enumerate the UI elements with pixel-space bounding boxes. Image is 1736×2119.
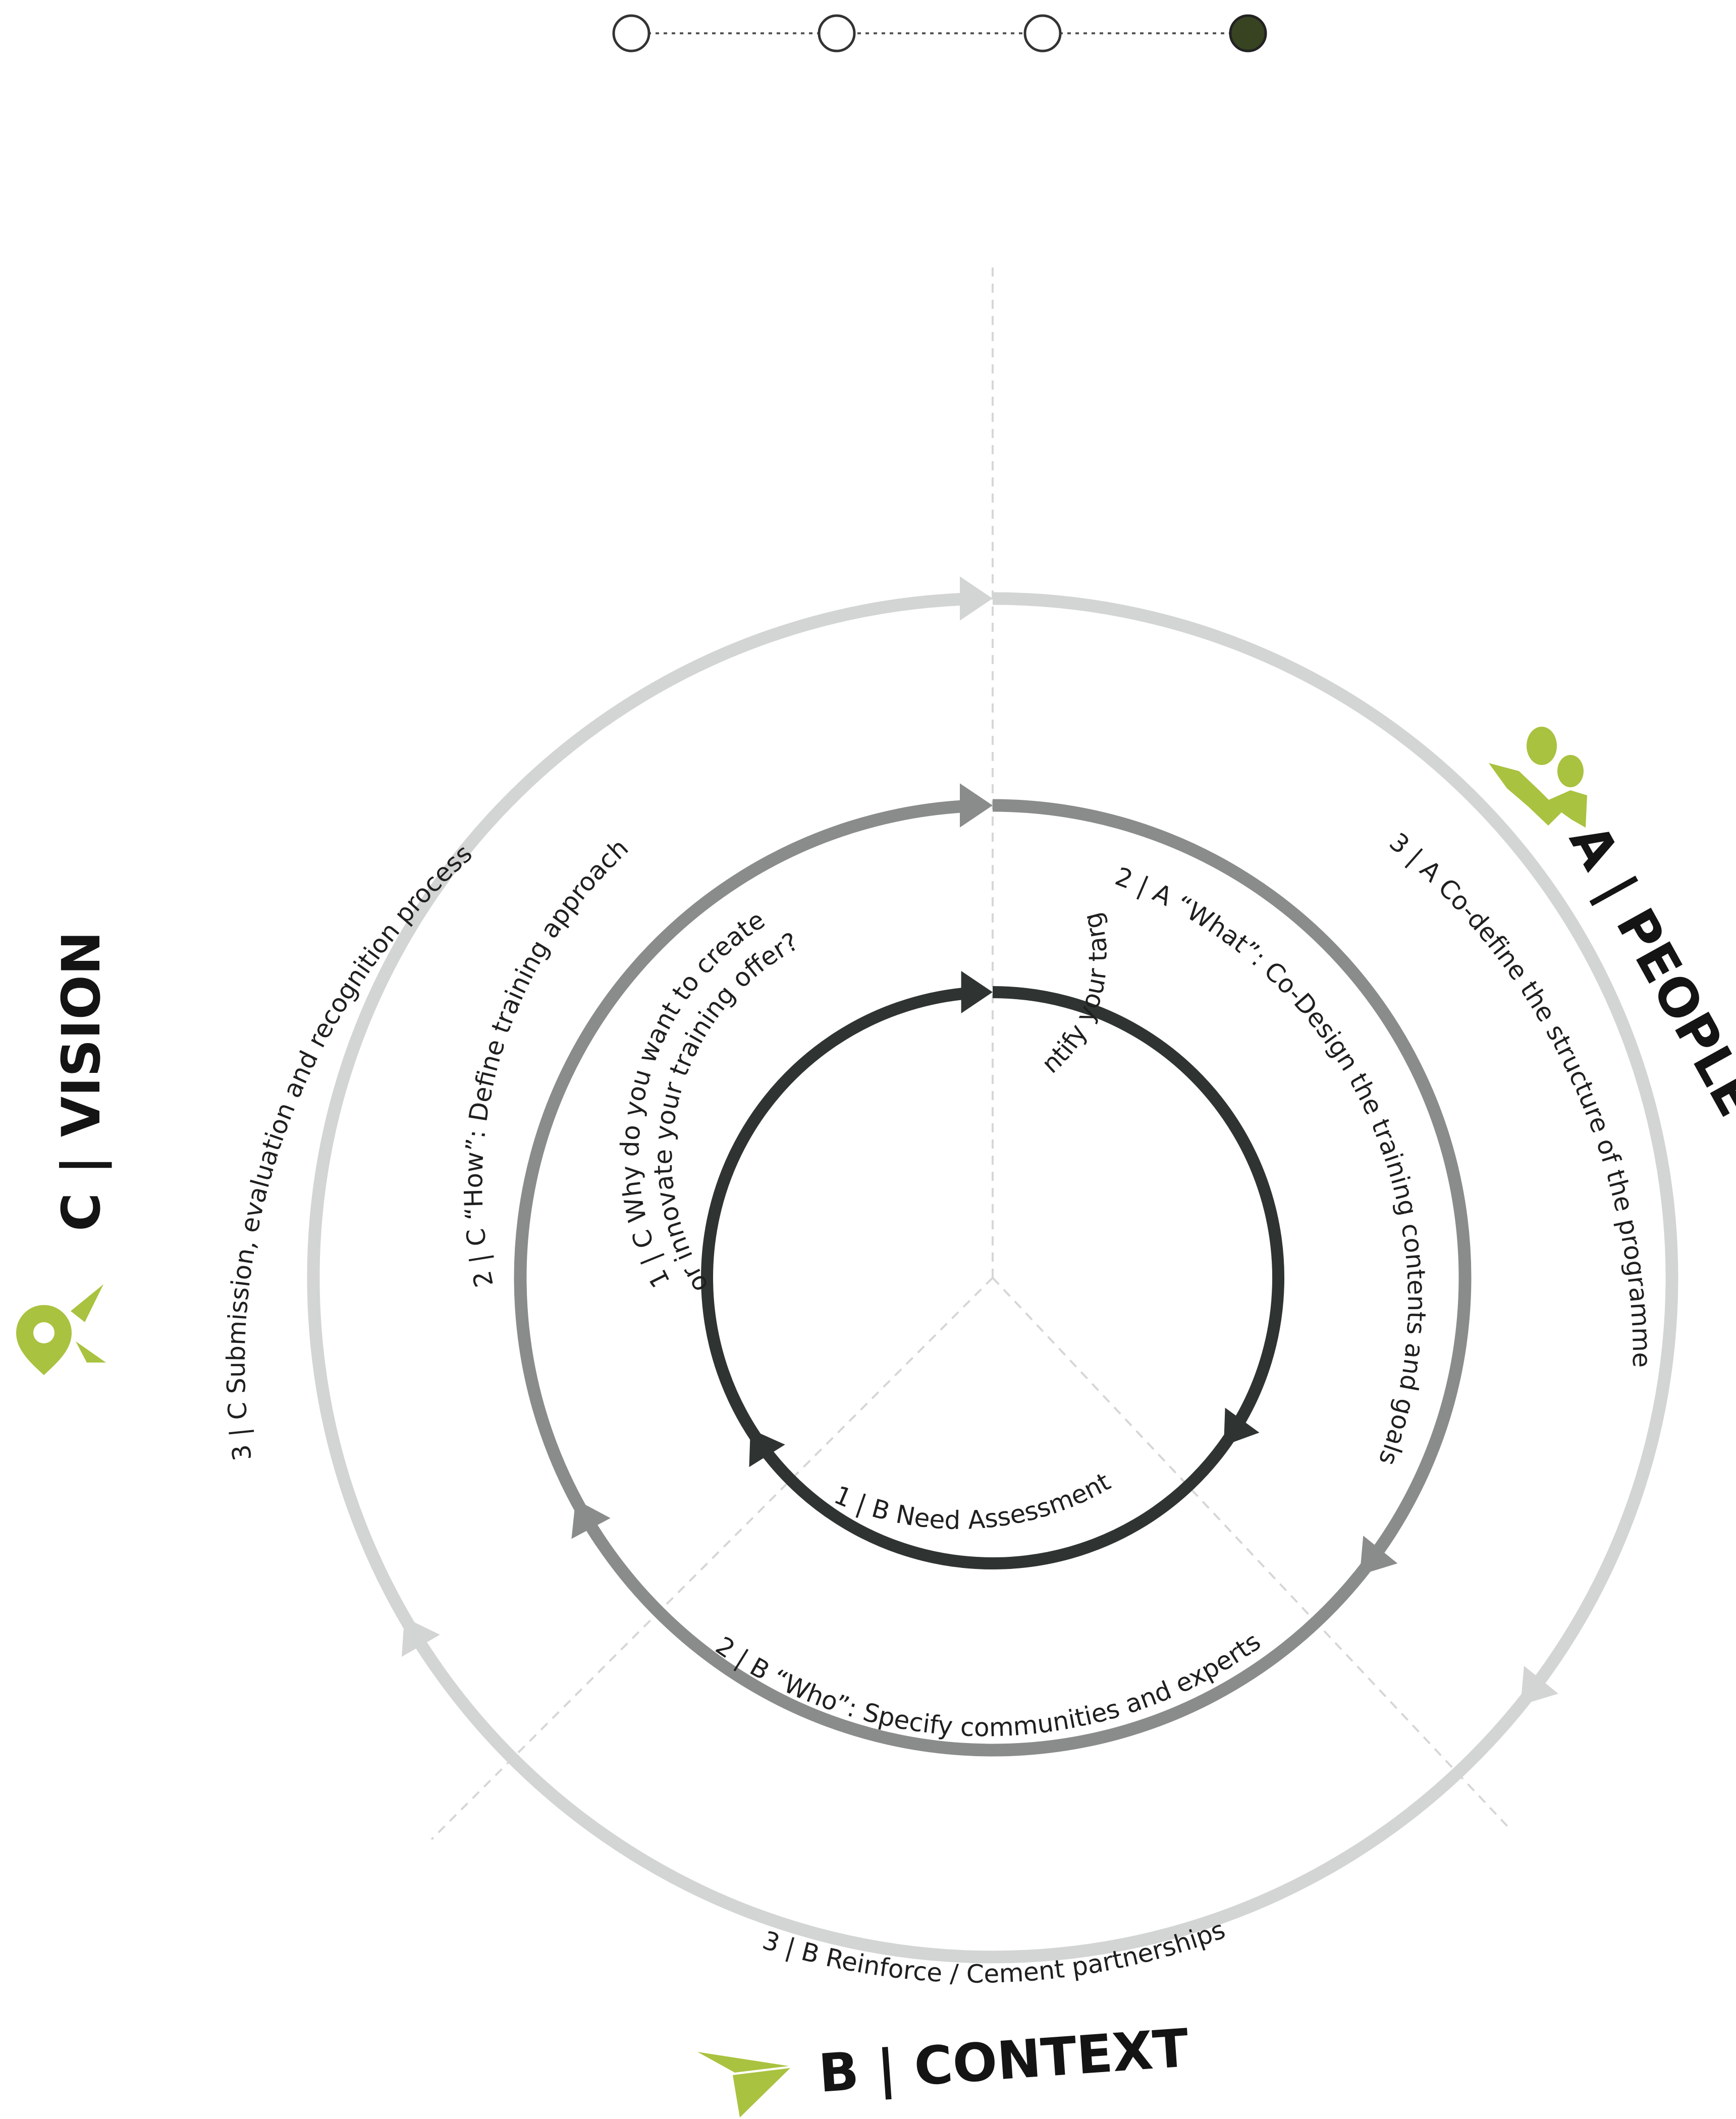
label-2A: 2 | A “What”: Co-Design the training con… xyxy=(1111,861,1431,1469)
ring-level-1 xyxy=(701,971,1285,1570)
arrowhead-2C xyxy=(960,783,993,828)
arc-3C xyxy=(307,592,973,1671)
label-2B: 2 | B “Who”: Specify communities and exp… xyxy=(711,1627,1266,1743)
label-3C: 3 | C Submission, evaluation and recogni… xyxy=(222,839,478,1462)
arc-2C xyxy=(514,799,973,1546)
arc-2B xyxy=(580,1513,1399,1757)
section-vision-title: C | VISION xyxy=(50,931,112,1231)
arrowhead-3C xyxy=(960,576,993,621)
paper-plane-icon xyxy=(697,2052,790,2117)
guide-line-left xyxy=(430,1277,994,1840)
arrowhead-1A xyxy=(1223,1407,1260,1446)
progress-step-1[interactable] xyxy=(612,14,650,52)
arrowhead-1C xyxy=(961,971,993,1013)
arc-2A xyxy=(992,799,1472,1563)
section-context-title: B | CONTEXT xyxy=(817,2017,1190,2104)
progress-stepper xyxy=(612,14,1267,52)
arc-1C xyxy=(701,987,974,1441)
ring-level-2 xyxy=(514,783,1472,1757)
label-1B: 1 | B Need Assessment xyxy=(830,1467,1115,1535)
label-2C: 2 | C “How”: Define training approach xyxy=(459,833,634,1290)
arc-3B xyxy=(409,1631,1554,1964)
people-icon xyxy=(1489,727,1587,828)
progress-step-2[interactable] xyxy=(818,14,856,52)
progress-step-3[interactable] xyxy=(1023,14,1062,52)
progress-step-4[interactable] xyxy=(1229,14,1267,52)
arrowhead-1B xyxy=(749,1429,785,1468)
arc-3A xyxy=(992,592,1678,1694)
sector-guide-lines xyxy=(430,262,1510,1840)
step-labels: 1 | A Identify your target group 1 | B N… xyxy=(0,0,1656,1989)
guide-line-right xyxy=(992,1277,1510,1829)
ring-level-3 xyxy=(307,576,1678,1964)
location-pin-icon xyxy=(16,1284,106,1375)
arc-1A xyxy=(992,986,1285,1433)
arc-1B xyxy=(756,1434,1235,1570)
